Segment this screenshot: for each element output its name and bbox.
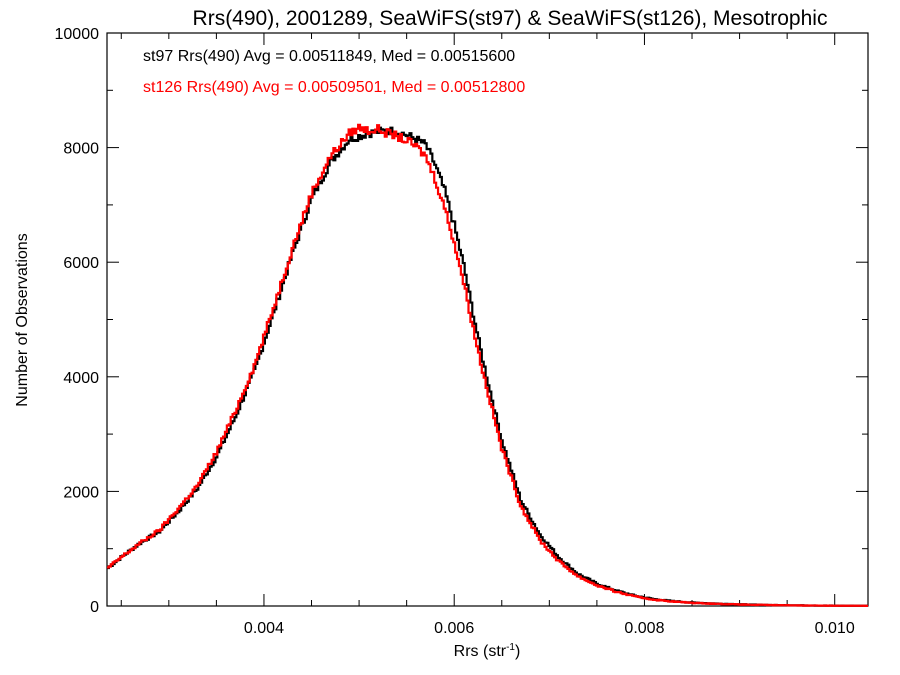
y-tick-label: 6000 (63, 255, 99, 272)
y-tick-label: 8000 (63, 141, 99, 158)
x-tick-label: 0.004 (244, 620, 284, 637)
series-line-st126 (107, 123, 868, 607)
x-tick-label: 0.008 (624, 620, 664, 637)
x-tick-label: 0.010 (815, 620, 855, 637)
x-axis-label-close: ) (515, 643, 520, 660)
x-axis-label-main: Rrs (str (454, 643, 507, 660)
legend-entry-st97: st97 Rrs(490) Avg = 0.00511849, Med = 0.… (143, 48, 515, 65)
y-tick-label: 2000 (63, 484, 99, 501)
y-tick-label: 0 (90, 599, 99, 616)
x-tick-label: 0.006 (434, 620, 474, 637)
series-layer (107, 123, 868, 607)
x-axis: 0.004 0.006 0.008 0.010 (120, 33, 855, 637)
y-axis-label: Number of Observations (14, 233, 31, 406)
x-axis-label: Rrs (str-1) (454, 642, 521, 660)
series-line-st97 (107, 126, 868, 607)
plot-frame (106, 32, 869, 607)
y-axis: 0 2000 4000 6000 8000 10000 (55, 26, 868, 616)
chart-title: Rrs(490), 2001289, SeaWiFS(st97) & SeaWi… (193, 7, 828, 30)
legend-entry-st126: st126 Rrs(490) Avg = 0.00509501, Med = 0… (143, 79, 525, 96)
x-axis-label-superscript: -1 (506, 642, 515, 653)
y-tick-label: 10000 (55, 26, 100, 43)
y-tick-label: 4000 (63, 370, 99, 387)
